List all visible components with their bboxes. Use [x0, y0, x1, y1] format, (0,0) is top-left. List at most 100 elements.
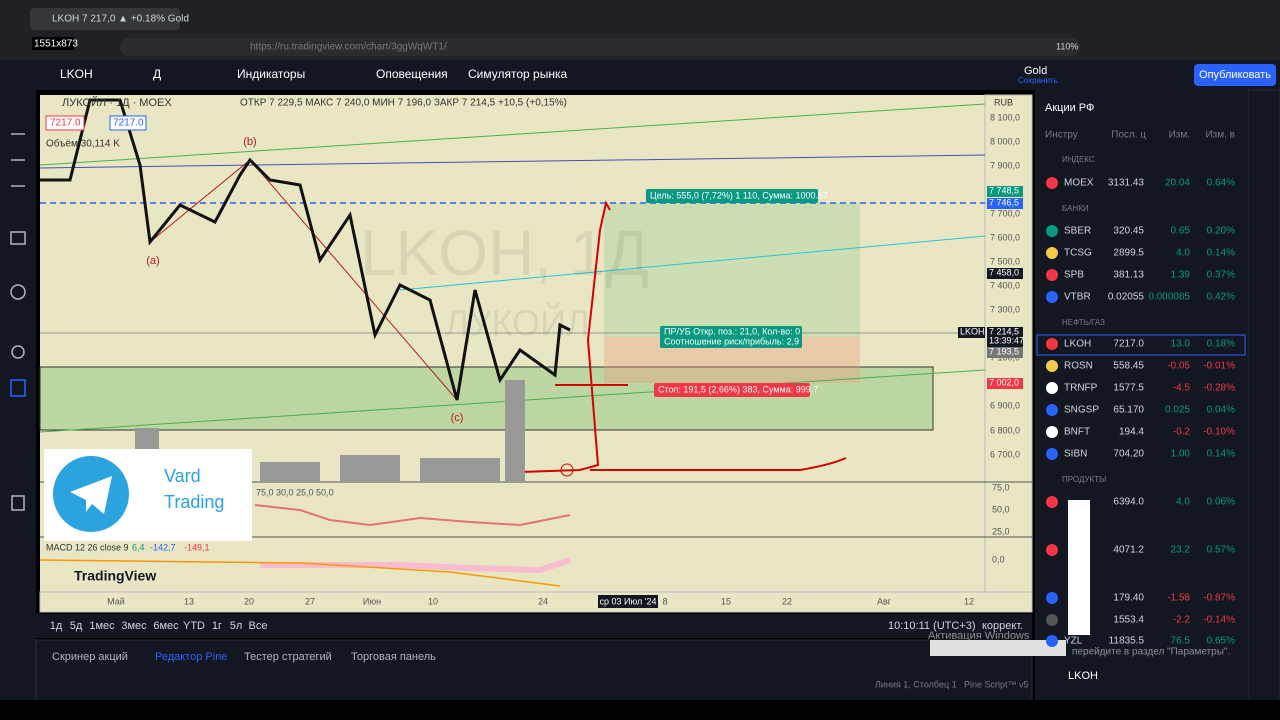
- alerts[interactable]: Оповещения: [376, 67, 448, 81]
- row-symbol[interactable]: TCSG: [1064, 248, 1092, 259]
- row-change-pct: -0.87%: [1203, 593, 1235, 604]
- row-symbol[interactable]: YZL: [1064, 636, 1083, 647]
- selected-row[interactable]: [1036, 334, 1246, 356]
- row-symbol[interactable]: BNFT: [1064, 427, 1090, 438]
- symbol-icon: [1046, 614, 1058, 626]
- target-label: Цель: 555,0 (7,72%) 1 110, Сумма: 1000.8…: [650, 190, 828, 200]
- range-button[interactable]: Все: [249, 620, 268, 632]
- row-symbol[interactable]: SNGSP: [1064, 405, 1099, 416]
- watchlist-footer: LKOH: [1068, 670, 1098, 682]
- currency[interactable]: RUB: [994, 97, 1013, 107]
- row-change-pct: 0.04%: [1207, 405, 1235, 416]
- row-change: 23.2: [1171, 545, 1191, 556]
- crosshair-label-bg: [598, 595, 658, 608]
- price-badge-bg: [958, 327, 985, 338]
- volume-bars: [135, 380, 525, 482]
- section-header: ИНДЕКС: [1062, 155, 1095, 164]
- interval[interactable]: Д: [153, 67, 161, 81]
- time-label: 22: [782, 596, 792, 606]
- row-symbol[interactable]: TRNFP: [1064, 383, 1098, 394]
- adjust[interactable]: коррект.: [982, 620, 1023, 632]
- column-header[interactable]: Изм.: [1169, 130, 1190, 141]
- symbol-icon: [1046, 448, 1058, 460]
- price-badge: 7 746,5: [989, 197, 1019, 207]
- save[interactable]: Сохранить: [1018, 76, 1058, 85]
- row-change: 0.65: [1171, 226, 1191, 237]
- price-label: 7 400,0: [990, 280, 1020, 290]
- row-change: 20.04: [1165, 178, 1190, 189]
- time-label: 27: [305, 596, 315, 606]
- indicators[interactable]: Индикаторы: [237, 67, 305, 81]
- row-change-pct: 0.18%: [1207, 339, 1235, 350]
- hand-drawing: [519, 200, 847, 473]
- range-button[interactable]: 5л: [230, 620, 243, 632]
- address-bar[interactable]: [120, 38, 1080, 56]
- row-last: 179.40: [1113, 593, 1144, 604]
- range-button[interactable]: YTD: [183, 620, 205, 632]
- price-badge-bg: [987, 268, 1023, 279]
- price-label: 8 000,0: [990, 136, 1020, 146]
- range-button[interactable]: 1мес: [89, 620, 115, 632]
- symbol-icon: [1046, 426, 1058, 438]
- panel-tab[interactable]: Скринер акций: [52, 651, 128, 663]
- range-button[interactable]: 1г: [212, 620, 222, 632]
- column-header[interactable]: Посл. ц: [1111, 130, 1146, 141]
- row-symbol[interactable]: SIBN: [1064, 449, 1087, 460]
- stop-label: Стоп: 191,5 (2,66%) 383, Сумма: 999.7: [658, 384, 818, 394]
- row-change: -4.5: [1173, 383, 1191, 394]
- time-label: Авг: [877, 596, 892, 606]
- section-header: ПРОДУКТЫ: [1062, 475, 1106, 484]
- range-button[interactable]: 3мес: [121, 620, 147, 632]
- publish[interactable]: Опубликовать: [1199, 69, 1271, 81]
- column-header[interactable]: Инстру: [1045, 130, 1078, 141]
- row-change-pct: 0.06%: [1207, 497, 1235, 508]
- macd-signal: [39, 559, 561, 587]
- row-symbol[interactable]: LKOH: [1064, 339, 1091, 350]
- row-change-pct: -0.28%: [1203, 383, 1235, 394]
- row-change: 4.0: [1176, 497, 1190, 508]
- left-toolbar: [0, 90, 36, 720]
- vertical-draw-toolbar[interactable]: [1068, 500, 1090, 635]
- panel-tab[interactable]: Тестер стратегий: [244, 651, 332, 663]
- volume-legend: Объём 30,114 K: [46, 138, 120, 150]
- floating-draw-toolbar[interactable]: [930, 640, 1066, 656]
- panel-tab[interactable]: Редактор Pine: [155, 651, 227, 663]
- watchlist-title[interactable]: Акции РФ: [1045, 102, 1094, 114]
- price-label: 7 900,0: [990, 160, 1020, 170]
- price-label: 7 500,0: [990, 256, 1020, 266]
- layout-name[interactable]: Gold: [1024, 65, 1047, 77]
- panel-tab[interactable]: Торговая панель: [351, 651, 436, 663]
- price-badge-bg: [987, 198, 1023, 209]
- trend-line: [39, 154, 986, 169]
- legend-title: ЛУКОЙЛ · 1Д · MOEX: [62, 96, 172, 109]
- range-button[interactable]: 5д: [70, 620, 83, 632]
- indicator-label: 50,0: [992, 504, 1010, 514]
- wave-label: (c): [451, 412, 464, 424]
- range-button[interactable]: 6мес: [153, 620, 179, 632]
- time-label: Июн: [363, 596, 381, 606]
- row-symbol[interactable]: SBER: [1064, 226, 1091, 237]
- publish-button[interactable]: [1194, 64, 1276, 86]
- row-change: 76.5: [1171, 636, 1191, 647]
- row-change: -1.58: [1167, 593, 1190, 604]
- macd-histogram: [260, 557, 571, 574]
- row-symbol[interactable]: ROSN: [1064, 361, 1093, 372]
- symbol[interactable]: LKOH: [60, 67, 93, 81]
- legend-ohlc: ОТКР 7 229,5 МАКС 7 240,0 МИН 7 196,0 ЗА…: [240, 98, 567, 109]
- sell-price[interactable]: 7217.0: [50, 118, 81, 129]
- row-last: 0.02055: [1108, 292, 1145, 303]
- column-header[interactable]: Изм. в: [1205, 130, 1235, 141]
- row-symbol[interactable]: SPB: [1064, 270, 1084, 281]
- price-badge: 7 748,5: [989, 185, 1019, 195]
- section-header: НЕФТЬ/ГАЗ: [1062, 318, 1105, 327]
- range-button[interactable]: 1д: [50, 620, 63, 632]
- row-last: 4071.2: [1113, 545, 1144, 556]
- row-symbol[interactable]: MOEX: [1064, 178, 1094, 189]
- row-symbol[interactable]: VTBR: [1064, 292, 1091, 303]
- browser-tab[interactable]: [30, 8, 180, 30]
- replay[interactable]: Симулятор рынка: [468, 67, 567, 81]
- buy-price[interactable]: 7217.0: [113, 118, 144, 129]
- row-change-pct: 0.14%: [1207, 248, 1235, 259]
- time-label: Май: [107, 596, 125, 606]
- price-badge-bg: [987, 327, 1023, 338]
